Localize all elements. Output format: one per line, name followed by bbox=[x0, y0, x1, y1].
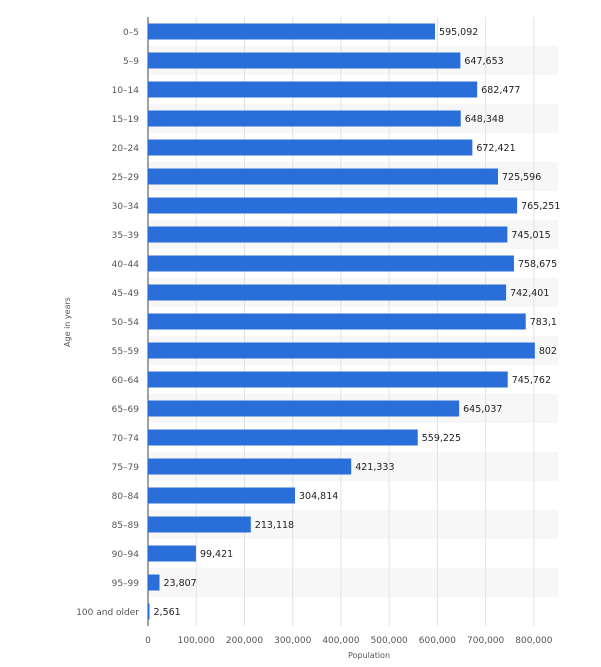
y-tick-label: 65–69 bbox=[112, 405, 140, 415]
bar-value-label: 99,421 bbox=[200, 549, 233, 560]
bar-value-label: 421,333 bbox=[355, 462, 394, 473]
x-tick-label: 600,000 bbox=[419, 636, 456, 646]
bar bbox=[148, 342, 535, 359]
bar-value-label: 2,561 bbox=[154, 607, 181, 618]
y-tick-label: 40–44 bbox=[112, 260, 140, 270]
x-tick-label: 200,000 bbox=[226, 636, 263, 646]
x-tick-label: 800,000 bbox=[515, 636, 552, 646]
y-tick-label: 80–84 bbox=[112, 492, 140, 502]
bar-value-label: 682,477 bbox=[481, 85, 520, 96]
y-tick-label: 90–94 bbox=[112, 550, 140, 560]
x-tick-label: 400,000 bbox=[322, 636, 359, 646]
y-tick-label: 20–24 bbox=[112, 144, 140, 154]
y-tick-label: 45–49 bbox=[112, 289, 140, 299]
bar bbox=[148, 313, 526, 330]
bar-value-label: 745,762 bbox=[512, 375, 551, 386]
y-tick-label: 70–74 bbox=[112, 434, 140, 444]
bar bbox=[148, 284, 507, 301]
bar bbox=[148, 429, 418, 446]
x-tick-labels: 0 100,000 200,000 300,000 400,000 500,000 600,… bbox=[145, 636, 553, 646]
bar-value-label: 802 bbox=[539, 346, 557, 357]
bar bbox=[148, 23, 436, 40]
y-tick-label: 55–59 bbox=[112, 347, 140, 357]
y-axis-label: Age in years bbox=[63, 297, 72, 347]
y-tick-label: 35–39 bbox=[112, 231, 140, 241]
bar bbox=[148, 52, 461, 69]
bar-value-label: 742,401 bbox=[510, 288, 549, 299]
y-tick-label: 15–19 bbox=[112, 115, 140, 125]
bar bbox=[148, 110, 461, 127]
y-tick-label: 60–64 bbox=[112, 376, 140, 386]
bar bbox=[148, 255, 514, 272]
bar-value-label: 23,807 bbox=[163, 578, 196, 589]
y-tick-label: 25–29 bbox=[112, 173, 140, 183]
bars bbox=[148, 23, 535, 620]
bar-value-label: 672,421 bbox=[476, 143, 515, 154]
x-tick-label: 300,000 bbox=[274, 636, 311, 646]
bar bbox=[148, 197, 518, 214]
y-tick-label: 30–34 bbox=[112, 202, 140, 212]
value-labels: 595,092 647,653 682,477 648,348 672,421 725,5… bbox=[154, 27, 561, 618]
y-tick-label: 95–99 bbox=[112, 579, 140, 589]
y-tick-label: 50–54 bbox=[112, 318, 140, 328]
x-tick-label: 700,000 bbox=[467, 636, 504, 646]
bar bbox=[148, 458, 352, 475]
bar bbox=[148, 81, 478, 98]
y-tick-label: 75–79 bbox=[112, 463, 140, 473]
bar-value-label: 304,814 bbox=[299, 491, 338, 502]
bar bbox=[148, 545, 196, 562]
bar bbox=[148, 516, 251, 533]
x-axis-label: Population bbox=[348, 651, 390, 660]
bar-value-label: 745,015 bbox=[511, 230, 550, 241]
x-tick-label: 500,000 bbox=[371, 636, 408, 646]
y-tick-label: 0–5 bbox=[123, 28, 139, 38]
bar-value-label: 758,675 bbox=[518, 259, 557, 270]
bar bbox=[148, 400, 460, 417]
y-tick-label: 10–14 bbox=[112, 86, 140, 96]
bar bbox=[148, 487, 296, 504]
bar bbox=[148, 371, 508, 388]
row-band bbox=[148, 568, 558, 597]
bar-value-label: 783,1 bbox=[530, 317, 557, 328]
bar-value-label: 765,251 bbox=[521, 201, 560, 212]
y-tick-labels: 0–5 5–9 10–14 15–19 20–24 25–29 30–34 35–39 40–4… bbox=[76, 28, 139, 618]
y-tick-label: 5–9 bbox=[123, 57, 139, 67]
bar-value-label: 595,092 bbox=[439, 27, 478, 38]
bar-value-label: 647,653 bbox=[464, 56, 503, 67]
bar bbox=[148, 139, 473, 156]
bar bbox=[148, 168, 498, 185]
bar-value-label: 725,596 bbox=[502, 172, 541, 183]
x-tick-label: 100,000 bbox=[178, 636, 215, 646]
bar-value-label: 559,225 bbox=[422, 433, 461, 444]
bar bbox=[148, 574, 160, 591]
x-tick-label: 0 bbox=[145, 636, 151, 646]
bar-value-label: 645,037 bbox=[463, 404, 502, 415]
bar bbox=[148, 603, 150, 620]
bar-value-label: 213,118 bbox=[255, 520, 294, 531]
bar-value-label: 648,348 bbox=[465, 114, 504, 125]
y-tick-label: 100 and older bbox=[76, 608, 139, 618]
y-tick-label: 85–89 bbox=[112, 521, 140, 531]
bar bbox=[148, 226, 508, 243]
